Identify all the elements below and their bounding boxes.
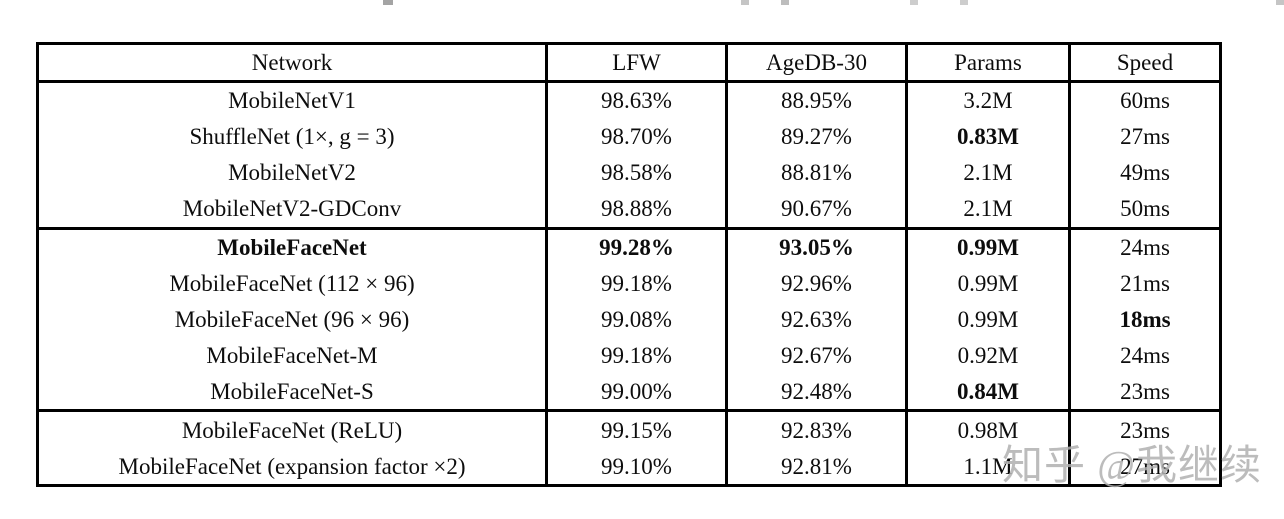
table-cell: MobileFaceNet-M: [39, 337, 548, 374]
table-cell: 49ms: [1120, 160, 1170, 186]
table-section-ablation: MobileFaceNet (ReLU) 99.15% 92.83% 0.98M 23m…: [39, 409, 1219, 484]
cropped-text-fragment: [781, 0, 789, 5]
table-row: MobileFaceNet-M 99.18% 92.67% 0.92M 24ms: [39, 337, 1219, 374]
table-row: MobileFaceNet 99.28% 93.05% 0.99M 24ms: [39, 229, 1219, 266]
table-cell: 2.1M: [908, 190, 1071, 227]
table-cell: 2.1M: [908, 154, 1071, 191]
column-header-network: Network: [39, 45, 548, 80]
table-row: ShuffleNet (1×, g = 3) 98.70% 89.27% 0.83M 2…: [39, 118, 1219, 155]
table-cell: 98.63%: [548, 83, 728, 119]
table-cell: 0.84M: [908, 373, 1071, 410]
table-cell: MobileFaceNet (expansion factor ×2): [39, 448, 548, 484]
table-cell: 0.99M: [908, 301, 1071, 338]
table-cell: MobileFaceNet (ReLU): [39, 412, 548, 449]
table-cell: 21ms: [1120, 271, 1170, 296]
table-cell: MobileNetV1: [39, 83, 548, 119]
table-cell: MobileNetV2-GDConv: [39, 190, 548, 227]
table-cell: 3.2M: [908, 83, 1071, 119]
table-row: MobileNetV1 98.63% 88.95% 3.2M 60ms: [39, 83, 1219, 119]
column-header-params: Params: [908, 45, 1071, 80]
comparison-table: Network LFW AgeDB-30 Params Speed Mobile…: [36, 42, 1222, 487]
table-cell: 1.1M: [908, 448, 1071, 484]
table-cell: 99.10%: [548, 448, 728, 484]
table-cell: 99.18%: [548, 265, 728, 302]
table-cell: 99.15%: [548, 412, 728, 449]
table-cell: 92.48%: [728, 373, 908, 410]
table-cell: 88.95%: [728, 83, 908, 119]
table-row: MobileFaceNet (expansion factor ×2) 99.10…: [39, 448, 1219, 484]
table-cell: MobileFaceNet (112 × 96): [39, 265, 548, 302]
table-section-mobilefacenet: MobileFaceNet 99.28% 93.05% 0.99M 24ms Mobile…: [39, 226, 1219, 410]
table-row: MobileFaceNet-S 99.00% 92.48% 0.84M 23ms: [39, 373, 1219, 410]
table-section-baselines: MobileNetV1 98.63% 88.95% 3.2M 60ms ShuffleNe…: [39, 83, 1219, 227]
table-row: MobileFaceNet (96 × 96) 99.08% 92.63% 0.99M…: [39, 301, 1219, 338]
column-header-speed: Speed: [1116, 50, 1174, 75]
table-cell: 99.18%: [548, 337, 728, 374]
table-cell: 99.28%: [548, 229, 728, 266]
table-cell: 98.58%: [548, 154, 728, 191]
column-header-lfw: LFW: [548, 45, 728, 80]
table-cell: 92.96%: [728, 265, 908, 302]
table-row: MobileFaceNet (ReLU) 99.15% 92.83% 0.98M 23m…: [39, 412, 1219, 449]
table-cell: 99.00%: [548, 373, 728, 410]
table-row: MobileNetV2-GDConv 98.88% 90.67% 2.1M 50ms: [39, 190, 1219, 227]
table-cell: 92.67%: [728, 337, 908, 374]
table-cell: 92.83%: [728, 412, 908, 449]
table-header-row: Network LFW AgeDB-30 Params Speed: [39, 45, 1219, 83]
table-cell: 50ms: [1120, 196, 1170, 222]
table-row: MobileNetV2 98.58% 88.81% 2.1M 49ms: [39, 154, 1219, 191]
table-cell: 18ms: [1119, 306, 1171, 332]
table-cell: 98.70%: [548, 118, 728, 155]
table-cell: 60ms: [1120, 88, 1170, 114]
table-cell: 0.92M: [908, 337, 1071, 374]
table-cell: 93.05%: [728, 229, 908, 266]
table-cell: 0.99M: [908, 229, 1071, 266]
cropped-text-fragment: [1276, 0, 1284, 5]
table-cell: 24ms: [1120, 235, 1170, 261]
table-cell: 0.83M: [908, 118, 1071, 155]
table-cell: 24ms: [1120, 342, 1170, 368]
cropped-text-fragment: [960, 0, 968, 5]
table-row: MobileFaceNet (112 × 96) 99.18% 92.96% 0.99…: [39, 265, 1219, 302]
cropped-text-fragment: [383, 0, 393, 5]
table-cell: 88.81%: [728, 154, 908, 191]
table-cell: 27ms: [1120, 453, 1170, 479]
table-cell: 23ms: [1120, 378, 1170, 404]
cropped-text-fragment: [741, 0, 749, 5]
table-cell: 90.67%: [728, 190, 908, 227]
table-cell: 89.27%: [728, 118, 908, 155]
table-cell: 23ms: [1120, 417, 1170, 443]
table-cell: 92.63%: [728, 301, 908, 338]
cropped-text-fragment: [910, 0, 918, 5]
table-cell: 0.99M: [908, 265, 1071, 302]
column-header-agedb30: AgeDB-30: [728, 45, 908, 80]
table-cell: 27ms: [1120, 124, 1170, 150]
table-cell: 92.81%: [728, 448, 908, 484]
table-cell: 99.08%: [548, 301, 728, 338]
table-cell: MobileFaceNet-S: [39, 373, 548, 410]
table-cell: 0.98M: [908, 412, 1071, 449]
table-cell: MobileFaceNet (96 × 96): [39, 301, 548, 338]
table-cell: ShuffleNet (1×, g = 3): [39, 118, 548, 155]
table-cell: MobileNetV2: [39, 154, 548, 191]
table-cell: 98.88%: [548, 190, 728, 227]
table-cell: MobileFaceNet: [39, 229, 548, 266]
